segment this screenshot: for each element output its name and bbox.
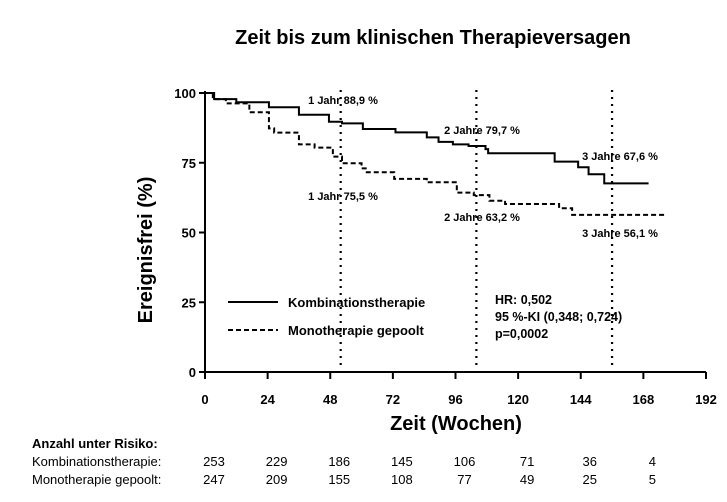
x-tick-label: 72 (386, 392, 400, 407)
x-tick-label: 0 (201, 392, 208, 407)
annotation-monotherapie: 1 Jahr 75,5 % (308, 191, 378, 203)
risk-value: 209 (266, 472, 288, 487)
hazard-ratio: HR: 0,502 (495, 293, 552, 307)
x-axis-label: Zeit (Wochen) (390, 413, 522, 435)
y-tick-label: 75 (182, 156, 196, 171)
risk-value: 155 (328, 472, 350, 487)
risk-value: 247 (203, 472, 225, 487)
annotation-monotherapie: 2 Jahre 63,2 % (444, 212, 520, 224)
p-value: p=0,0002 (495, 327, 548, 341)
confidence-interval: 95 %-KI (0,348; 0,724) (495, 310, 622, 324)
risk-value: 145 (391, 454, 413, 469)
risk-value: 253 (203, 454, 225, 469)
annotation-kombination: 2 Jahre 79,7 % (444, 125, 520, 137)
risk-value: 4 (649, 454, 656, 469)
x-tick-label: 24 (260, 392, 275, 407)
risk-value: 108 (391, 472, 413, 487)
legend-label-kombination: Kombinationstherapie (288, 295, 425, 310)
risk-table: Anzahl unter Risiko: Kombinationstherapi… (32, 436, 656, 487)
y-axis-label: Ereignisfrei (%) (135, 177, 157, 324)
annotation-kombination: 3 Jahre 67,6 % (582, 151, 658, 163)
y-tick-label: 50 (182, 226, 196, 241)
legend-label-mono: Monotherapie gepoolt (288, 323, 424, 338)
risk-value: 49 (520, 472, 534, 487)
risk-value: 106 (454, 454, 476, 469)
y-tick-label: 100 (174, 86, 196, 101)
curve-monotherapie (205, 92, 667, 216)
x-tick-label: 192 (695, 392, 717, 407)
risk-value: 229 (266, 454, 288, 469)
risk-value: 5 (649, 472, 656, 487)
risk-row-label: Kombinationstherapie: (32, 454, 161, 469)
risk-value: 77 (457, 472, 471, 487)
x-tick-label: 48 (323, 392, 337, 407)
risk-value: 186 (328, 454, 350, 469)
risk-row-label: Monotherapie gepoolt: (32, 472, 161, 487)
chart-title: Zeit bis zum klinischen Therapieversagen (235, 27, 631, 49)
risk-table-title: Anzahl unter Risiko: (32, 436, 158, 451)
x-tick-label: 96 (448, 392, 462, 407)
x-tick-label: 144 (570, 392, 592, 407)
x-tick-label: 120 (507, 392, 529, 407)
x-tick-label: 168 (633, 392, 655, 407)
legend: Kombinationstherapie Monotherapie gepool… (228, 295, 425, 338)
risk-value: 71 (520, 454, 534, 469)
y-tick-label: 25 (182, 295, 196, 310)
y-tick-label: 0 (189, 365, 196, 380)
risk-value: 25 (583, 472, 597, 487)
annotation-monotherapie: 3 Jahre 56,1 % (582, 228, 658, 240)
curve-kombinationstherapie (205, 92, 649, 185)
annotation-kombination: 1 Jahr 88,9 % (308, 95, 378, 107)
stats-box: HR: 0,502 95 %-KI (0,348; 0,724) p=0,000… (495, 293, 622, 341)
risk-value: 36 (583, 454, 597, 469)
